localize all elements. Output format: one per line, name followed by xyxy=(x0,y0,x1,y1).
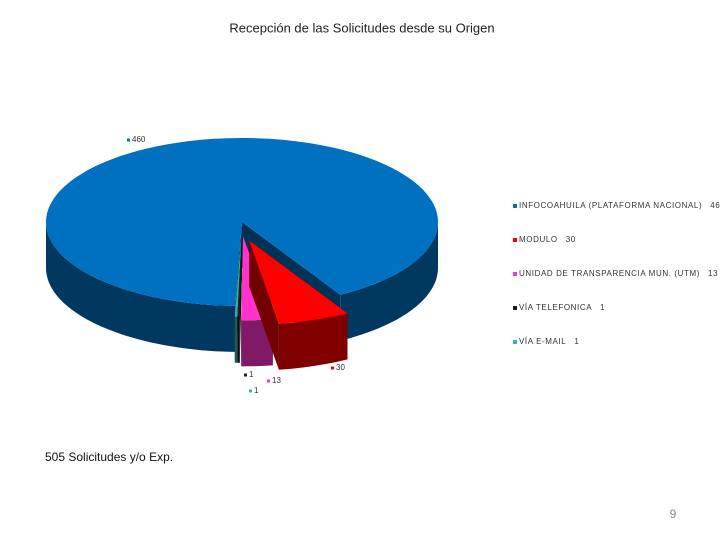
slice-side xyxy=(241,319,273,367)
legend-swatch xyxy=(513,272,517,276)
legend-value: 1 xyxy=(600,303,605,312)
slice xyxy=(237,232,242,317)
legend-swatch xyxy=(513,340,517,344)
legend-entry: INFOCOAHUILA (PLATAFORMA NACIONAL) 460 xyxy=(519,201,720,210)
legend-value: 13 xyxy=(708,269,718,278)
legend-name: MODULO xyxy=(519,235,558,244)
legend-name: INFOCOAHUILA (PLATAFORMA NACIONAL) xyxy=(519,201,702,210)
legend-value: 30 xyxy=(566,235,576,244)
chart-title: Recepción de las Solicitudes desde su Or… xyxy=(229,20,494,35)
data-label: 460 xyxy=(132,135,146,144)
data-label: 13 xyxy=(272,376,281,385)
legend-swatch xyxy=(513,306,517,310)
label-key xyxy=(267,379,270,383)
legend-entry: VÍA TELEFONICA 1 xyxy=(519,303,605,312)
legend-name: VÍA E-MAIL xyxy=(519,337,566,346)
slice-side xyxy=(340,222,438,341)
legend-value: 460 xyxy=(710,201,720,210)
footer-text: 505 Solicitudes y/o Exp. xyxy=(45,450,173,464)
label-key xyxy=(127,138,130,142)
data-label: 30 xyxy=(336,363,345,372)
legend-swatch xyxy=(513,204,517,208)
data-label: 1 xyxy=(254,386,259,395)
legend-entry: UNIDAD DE TRANSPARENCIA MUN. (UTM) 13 xyxy=(519,269,718,278)
slice xyxy=(234,232,242,317)
slice-wall xyxy=(249,240,279,370)
label-key xyxy=(244,373,247,377)
legend: INFOCOAHUILA (PLATAFORMA NACIONAL) 460 MOD… xyxy=(513,201,720,346)
slice xyxy=(46,138,438,306)
legend-entry: MODULO 30 xyxy=(519,235,576,244)
label-key xyxy=(249,389,252,393)
slice-side xyxy=(234,316,238,363)
slice-side xyxy=(46,222,236,352)
slice xyxy=(249,240,348,324)
pie xyxy=(46,138,438,370)
label-key xyxy=(331,366,334,370)
legend-name: UNIDAD DE TRANSPARENCIA MUN. (UTM) xyxy=(519,269,700,278)
slice-side xyxy=(237,316,240,363)
legend-value: 1 xyxy=(574,337,579,346)
legend-swatch xyxy=(513,238,517,242)
legend-name: VÍA TELEFONICA xyxy=(519,303,592,312)
slice-side xyxy=(278,313,348,370)
data-label: 1 xyxy=(249,370,254,379)
legend-entry: VÍA E-MAIL 1 xyxy=(519,337,579,346)
page-number: 9 xyxy=(670,507,677,521)
